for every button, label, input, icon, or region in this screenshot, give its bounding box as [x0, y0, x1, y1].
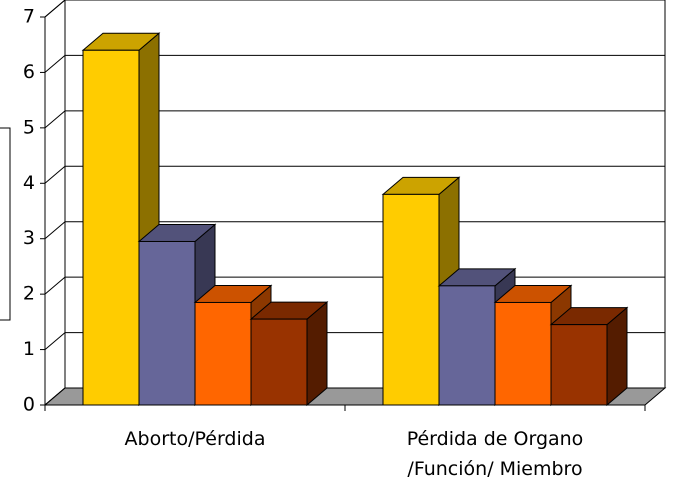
bar [194, 301, 252, 406]
grid-depth [44, 332, 66, 350]
y-tick-label: 1 [23, 338, 35, 360]
grid-depth [44, 0, 66, 18]
bar [138, 240, 196, 406]
y-tick-label: 6 [23, 61, 35, 83]
bar-side [306, 301, 328, 407]
y-tick-label: 2 [23, 283, 35, 305]
bar [82, 49, 140, 406]
grid-depth [44, 110, 66, 129]
grid-depth [44, 55, 66, 73]
bar [382, 193, 440, 406]
bar [550, 324, 608, 406]
x-tick-label: Pérdida de Organo /Función/ Miembro [406, 428, 584, 480]
y-tick-label: 0 [23, 394, 35, 416]
bar [438, 285, 496, 406]
grid-depth [44, 276, 66, 295]
x-tick-label: Aborto/Pérdida [124, 428, 266, 450]
bar [250, 318, 308, 406]
y-tick-label: 4 [23, 172, 35, 194]
y-tick-label: 7 [23, 6, 35, 28]
bar [494, 301, 552, 406]
y-tick-label: 3 [23, 227, 35, 249]
grid-depth [44, 387, 66, 406]
legend-box [0, 127, 11, 321]
grid-depth [44, 221, 66, 240]
y-tick-label: 5 [23, 116, 35, 138]
side-wall [44, 0, 66, 407]
grid-depth [44, 165, 66, 184]
